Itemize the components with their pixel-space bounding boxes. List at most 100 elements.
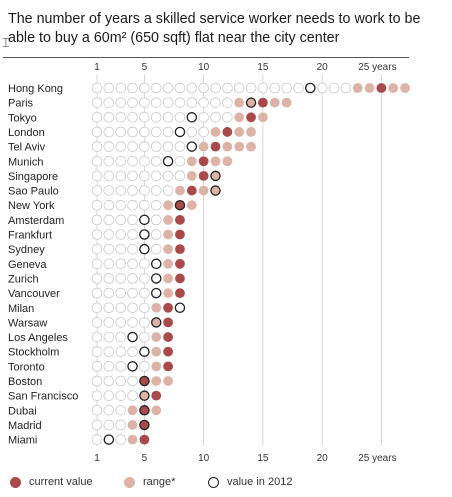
empty-dot (103, 214, 115, 226)
city-label: Frankfurt (8, 230, 52, 242)
y2012-ring (245, 97, 257, 108)
empty-dot (127, 112, 138, 123)
empty-dot (103, 390, 115, 401)
empty-dot (139, 199, 150, 211)
y2012-ring (150, 317, 162, 328)
empty-dot (150, 185, 162, 196)
y2012-ring (186, 112, 198, 123)
empty-dot (174, 82, 186, 94)
title-divider (3, 57, 409, 58)
empty-dot (127, 243, 138, 255)
city-label: London (8, 127, 45, 139)
city-label: Zurich (8, 273, 39, 285)
empty-dot (198, 97, 209, 108)
empty-dot (150, 82, 162, 94)
empty-dot (139, 317, 150, 328)
x-tick-label-bottom: 20 (317, 453, 329, 464)
x-tick-label-bottom: 5 (142, 453, 148, 464)
city-label: Tel Aviv (8, 142, 46, 154)
empty-dot (115, 155, 126, 167)
empty-dot (103, 155, 115, 167)
empty-dot (150, 126, 162, 138)
city-label: Singapore (8, 171, 58, 183)
empty-dot (115, 126, 126, 138)
empty-dot (115, 170, 126, 182)
empty-dot (139, 258, 150, 270)
empty-dot (150, 97, 162, 108)
empty-dot (91, 287, 103, 299)
empty-dot (115, 112, 126, 123)
empty-dot (91, 185, 103, 196)
empty-dot (139, 97, 150, 108)
legend-range-swatch (124, 476, 135, 488)
range-dot (127, 420, 138, 430)
empty-dot (281, 82, 292, 94)
y2012-ring (139, 243, 150, 255)
city-label: Vancouver (8, 288, 60, 300)
range-dot (281, 97, 292, 108)
y2012-ring (139, 375, 150, 387)
empty-dot (139, 287, 150, 299)
current-dot (258, 97, 268, 108)
current-dot (175, 258, 185, 269)
empty-dot (91, 97, 103, 108)
empty-dot (103, 82, 115, 94)
range-dot (151, 332, 162, 342)
empty-dot (103, 199, 115, 211)
empty-dot (91, 375, 103, 387)
empty-dot (103, 258, 115, 270)
empty-dot (103, 346, 115, 358)
legend-current: current value (10, 476, 93, 488)
y2012-ring (162, 155, 174, 167)
empty-dot (115, 287, 126, 299)
city-label: Dubai (8, 405, 37, 417)
range-dot (210, 171, 221, 181)
x-tick-label-top: 20 (317, 62, 329, 73)
empty-dot (103, 331, 115, 343)
current-dot (186, 185, 197, 196)
city-label: Milan (8, 303, 34, 315)
y2012-ring (127, 361, 138, 372)
range-dot (246, 141, 256, 152)
y2012-ring (139, 214, 150, 226)
empty-dot (91, 302, 103, 314)
x-tick-label-top: 5 (142, 62, 148, 73)
range-dot (222, 156, 233, 167)
empty-dot (210, 112, 221, 123)
range-dot (151, 376, 162, 386)
empty-dot (139, 141, 150, 152)
empty-dot (115, 361, 126, 372)
empty-dot (127, 185, 138, 196)
current-dot (139, 434, 150, 445)
range-dot (163, 288, 174, 298)
empty-dot (162, 97, 174, 108)
empty-dot (115, 243, 126, 255)
y2012-ring (139, 229, 150, 240)
x-tick-label-top: 1 (94, 62, 100, 73)
empty-dot (91, 126, 103, 138)
city-label: Munich (8, 156, 43, 168)
empty-dot (103, 126, 115, 138)
empty-dot (162, 126, 174, 138)
empty-dot (245, 82, 257, 94)
empty-dot (91, 258, 103, 270)
range-dot (151, 405, 162, 416)
x-tick-label-top: 15 (257, 62, 269, 73)
city-label: Amsterdam (8, 215, 64, 227)
city-label: Madrid (8, 420, 42, 432)
empty-dot (103, 317, 115, 328)
range-dot (400, 83, 410, 93)
empty-dot (127, 302, 138, 314)
current-dot (210, 141, 221, 152)
empty-dot (91, 317, 103, 328)
range-dot (127, 434, 138, 445)
empty-dot (162, 82, 174, 94)
empty-dot (127, 229, 138, 240)
empty-dot (91, 112, 103, 123)
empty-dot (91, 404, 103, 416)
empty-dot (91, 214, 103, 226)
current-dot (175, 200, 185, 211)
empty-dot (91, 82, 103, 94)
current-dot (175, 244, 185, 255)
